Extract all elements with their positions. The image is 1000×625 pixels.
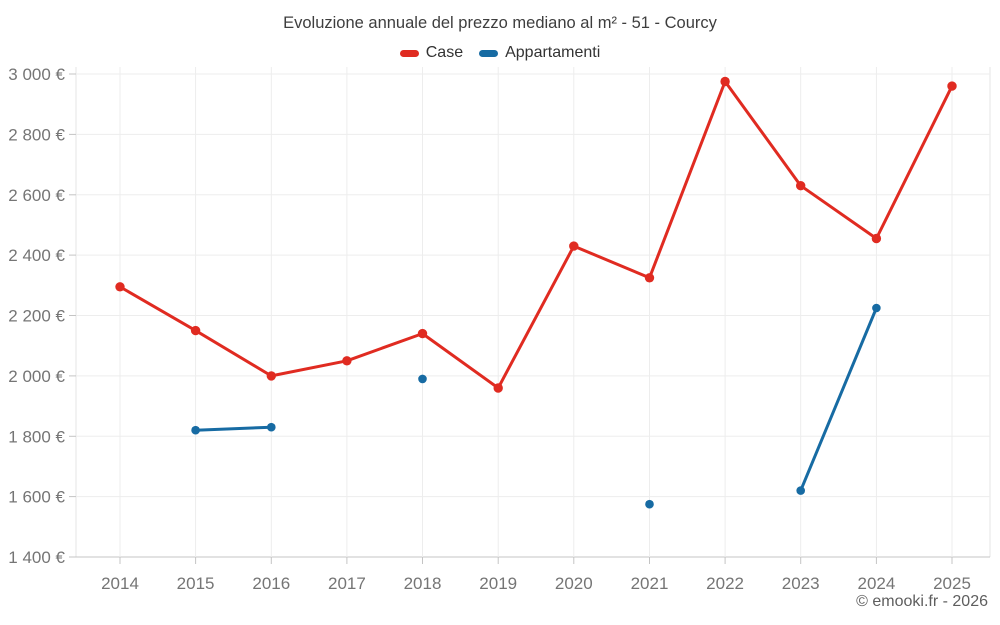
- case-series-swatch: [399, 49, 419, 57]
- y-tick-label: 2 600 €: [8, 186, 65, 205]
- y-tick-label: 1 600 €: [8, 488, 65, 507]
- x-tick-label: 2017: [328, 574, 366, 593]
- case-point-2021[interactable]: [644, 273, 655, 283]
- case-point-2018[interactable]: [417, 328, 428, 339]
- appartamenti-point-2023[interactable]: [796, 486, 805, 495]
- x-tick-label: 2023: [782, 574, 820, 593]
- case-line: [118, 80, 954, 390]
- case-point-2022[interactable]: [720, 76, 730, 87]
- y-tick-label: 2 000 €: [8, 367, 65, 386]
- case-point-2015[interactable]: [190, 325, 201, 336]
- x-tick-label: 2014: [101, 574, 139, 593]
- case-point-2014[interactable]: [115, 282, 125, 292]
- x-tick-label: 2025: [933, 574, 971, 593]
- y-tick-label: 2 200 €: [8, 307, 65, 326]
- appartamenti-line: [799, 306, 878, 493]
- x-tick-label: 2015: [177, 574, 215, 593]
- y-tick-label: 2 400 €: [8, 246, 65, 265]
- x-tick-label: 2022: [706, 574, 744, 593]
- y-tick-label: 1 400 €: [8, 548, 65, 567]
- legend: Case Appartamenti: [0, 44, 1000, 62]
- case-point-2023[interactable]: [796, 181, 806, 191]
- case-point-2024[interactable]: [871, 233, 882, 244]
- case-point-2025[interactable]: [947, 81, 957, 91]
- appartamenti-point-2016[interactable]: [267, 422, 276, 432]
- case-point-2017[interactable]: [342, 356, 352, 366]
- appartamenti-point-2021[interactable]: [645, 499, 654, 509]
- y-tick-label: 2 800 €: [8, 125, 65, 144]
- case-point-2019[interactable]: [493, 383, 503, 393]
- appartamenti-line: [194, 425, 273, 432]
- y-tick-label: 3 000 €: [8, 65, 65, 84]
- case-series-label: Case: [425, 44, 464, 61]
- x-tick-label: 2021: [631, 574, 669, 593]
- case-point-2020[interactable]: [569, 241, 579, 251]
- x-tick-label: 2019: [479, 574, 517, 593]
- appartamenti-point-2015[interactable]: [191, 425, 200, 435]
- legend-item-case[interactable]: Case: [399, 44, 464, 62]
- appartamenti-series-label: Appartamenti: [505, 44, 601, 61]
- x-tick-label: 2024: [857, 574, 895, 593]
- chart-title: Evoluzione annuale del prezzo mediano al…: [283, 14, 717, 32]
- legend-item-appartamenti[interactable]: Appartamenti: [479, 44, 600, 62]
- appartamenti-point-2018[interactable]: [418, 374, 427, 384]
- case-point-2016[interactable]: [266, 371, 276, 381]
- appartamenti-point-2024[interactable]: [872, 303, 881, 313]
- x-tick-label: 2020: [555, 574, 593, 593]
- appartamenti-series-swatch: [479, 49, 499, 57]
- copyright-text: © emooki.fr - 2026: [856, 593, 988, 610]
- x-tick-label: 2016: [252, 574, 290, 593]
- y-tick-label: 1 800 €: [8, 427, 65, 446]
- x-tick-label: 2018: [404, 574, 442, 593]
